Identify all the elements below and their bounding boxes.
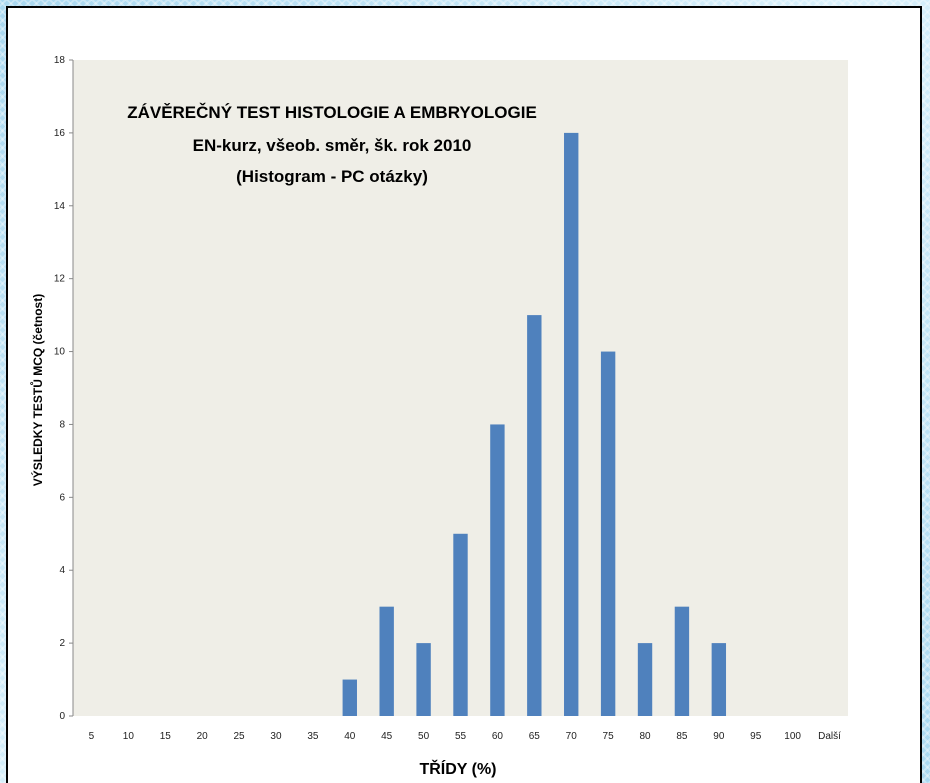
- x-tick-label: 100: [784, 731, 801, 742]
- chart-title-line-1: ZÁVĚREČNÝ TEST HISTOLOGIE A EMBRYOLOGIE: [127, 103, 537, 122]
- x-tick-label: 75: [603, 731, 615, 742]
- y-tick-label: 2: [59, 638, 65, 649]
- y-tick-label: 0: [59, 711, 65, 722]
- y-tick-label: 6: [59, 492, 65, 503]
- x-tick-label: 60: [492, 731, 504, 742]
- y-tick-label: 14: [54, 201, 66, 212]
- bar-70: [564, 132, 579, 716]
- x-tick-label: Další: [818, 731, 841, 742]
- bar-55: [453, 533, 468, 716]
- x-axis-label: TŘÍDY (%): [419, 759, 496, 778]
- x-tick-label: 5: [89, 731, 95, 742]
- bar-60: [490, 424, 505, 716]
- bar-85: [674, 606, 690, 716]
- x-tick-label: 50: [418, 731, 430, 742]
- bar-45: [379, 606, 394, 716]
- bar-50: [416, 643, 431, 716]
- x-tick-label: 15: [160, 731, 172, 742]
- x-tick-label: 95: [750, 731, 762, 742]
- x-tick-label: 85: [676, 731, 688, 742]
- bar-90: [711, 643, 727, 716]
- y-tick-label: 12: [54, 274, 66, 285]
- bar-80: [637, 643, 653, 716]
- chart-title: ZÁVĚREČNÝ TEST HISTOLOGIE A EMBRYOLOGIE …: [127, 103, 537, 186]
- x-tick-label: 65: [529, 731, 541, 742]
- y-tick-label: 16: [54, 128, 66, 139]
- x-tick-label: 30: [270, 731, 282, 742]
- x-tick-label: 55: [455, 731, 467, 742]
- x-tick-label: 90: [713, 731, 725, 742]
- x-tick-label: 70: [566, 731, 578, 742]
- x-tick-label: 80: [639, 731, 651, 742]
- x-tick-label: 20: [197, 731, 209, 742]
- bar-40: [342, 679, 357, 716]
- y-tick-label: 4: [59, 565, 65, 576]
- y-axis-label: VÝSLEDKY TESTŮ MCQ (četnost): [29, 294, 45, 486]
- y-tick-label: 10: [54, 347, 66, 358]
- x-tick-label: 25: [234, 731, 246, 742]
- x-tick-label: 40: [344, 731, 356, 742]
- x-tick-label: 45: [381, 731, 393, 742]
- y-tick-label: 8: [59, 419, 65, 430]
- x-tick-label: 10: [123, 731, 135, 742]
- bar-75: [600, 351, 616, 716]
- chart-title-line-3: (Histogram - PC otázky): [236, 167, 428, 186]
- y-tick-label: 18: [54, 55, 66, 66]
- x-tick-label: 35: [307, 731, 319, 742]
- bar-65: [527, 315, 542, 716]
- chart-title-line-2: EN-kurz, všeob. směr, šk. rok 2010: [193, 136, 472, 155]
